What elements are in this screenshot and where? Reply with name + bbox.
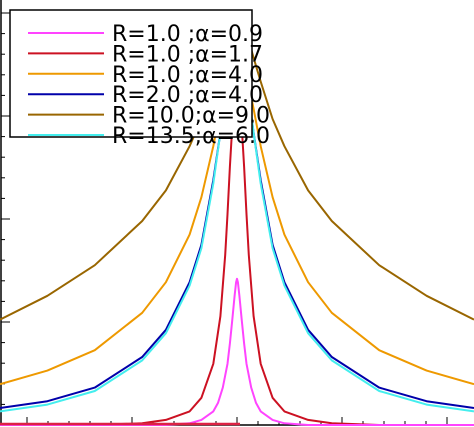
series-line-1: [0, 277, 474, 426]
legend-label-6: R=13.5;α=6.0: [112, 124, 270, 149]
legend: R=1.0 ;α=0.9R=1.0 ;α=1.7R=1.0 ;α=4.0R=2.…: [9, 9, 270, 149]
legend-label-5: R=10.0;α=9.0: [112, 104, 270, 129]
legend-label-3: R=1.0 ;α=4.0: [112, 63, 263, 88]
legend-label-4: R=2.0 ;α=4.0: [112, 83, 263, 108]
legend-label-2: R=1.0 ;α=1.7: [112, 42, 263, 67]
legend-label-1: R=1.0 ;α=0.9: [112, 22, 263, 47]
series-line-2: [0, 104, 474, 426]
